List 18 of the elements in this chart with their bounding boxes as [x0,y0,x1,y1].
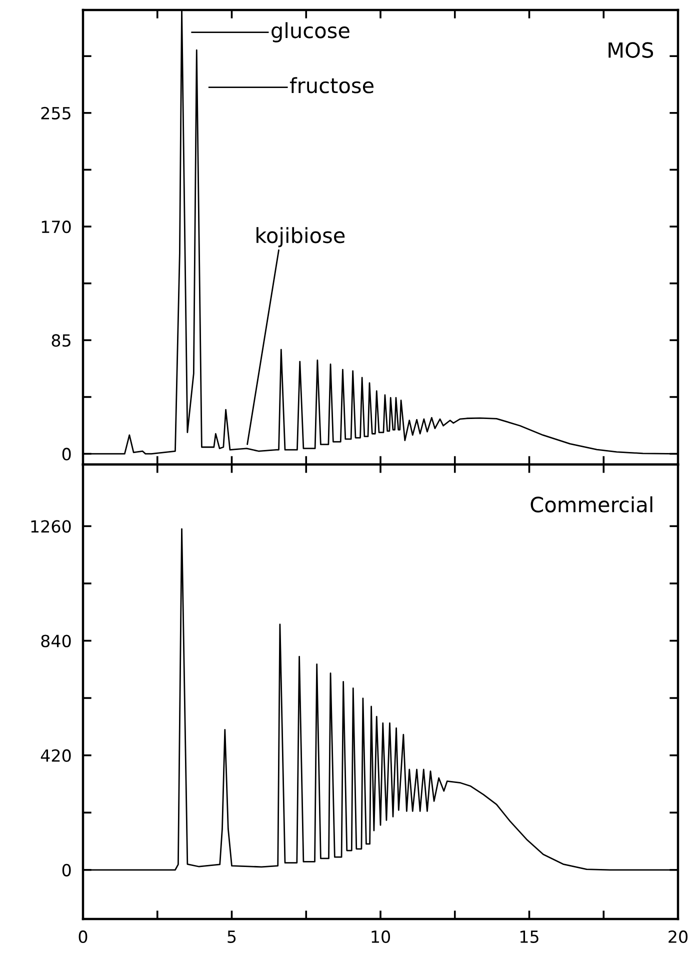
annotation: fructose [290,77,374,94]
annotation: kojibiose [256,227,345,248]
annotation: glucose [272,22,350,42]
y-tick-label: 255 [41,106,70,120]
annotation: MOS [608,42,654,58]
x-tick-label: 5 [228,930,236,944]
x-tick-label: 0 [78,930,88,944]
y-tick-label: 85 [52,334,70,347]
y-tick-label: 1260 [31,520,71,533]
x-tick-label: 20 [668,930,688,944]
y-tick-label: 170 [42,220,71,234]
y-tick-label: 0 [62,864,71,876]
annotation: Commercial [530,496,652,512]
x-tick-label: 15 [520,930,538,944]
y-tick-label: 0 [62,448,71,460]
x-tick-label: 10 [372,930,390,944]
y-tick-label: 840 [41,634,71,648]
y-tick-label: 420 [40,749,71,762]
